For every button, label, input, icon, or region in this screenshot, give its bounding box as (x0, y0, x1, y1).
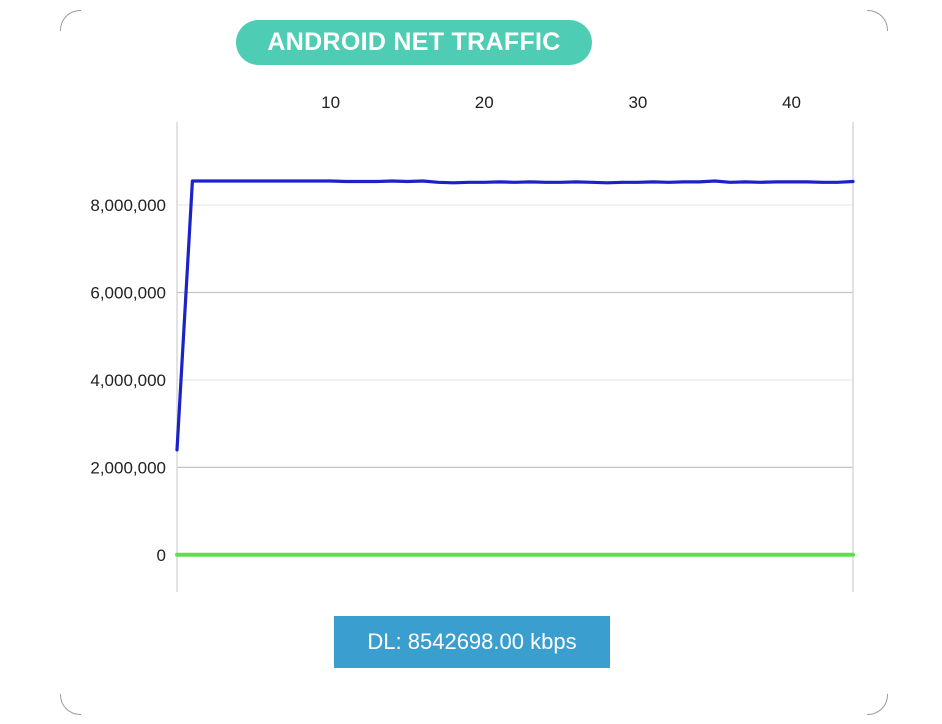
y-tick-label: 4,000,000 (90, 371, 166, 390)
x-tick-label: 20 (475, 93, 494, 112)
y-tick-label: 2,000,000 (90, 458, 166, 477)
chart-title: ANDROID NET TRAFFIC (236, 20, 592, 65)
y-tick-label: 0 (157, 546, 166, 565)
download-series-line (175, 179, 855, 452)
download-speed-badge: DL: 8542698.00 kbps (334, 616, 610, 668)
chart-card (60, 10, 888, 715)
y-tick-label: 8,000,000 (90, 196, 166, 215)
y-tick-label: 6,000,000 (90, 284, 166, 303)
x-tick-label: 30 (628, 93, 647, 112)
x-tick-label: 40 (782, 93, 801, 112)
x-tick-label: 10 (321, 93, 340, 112)
